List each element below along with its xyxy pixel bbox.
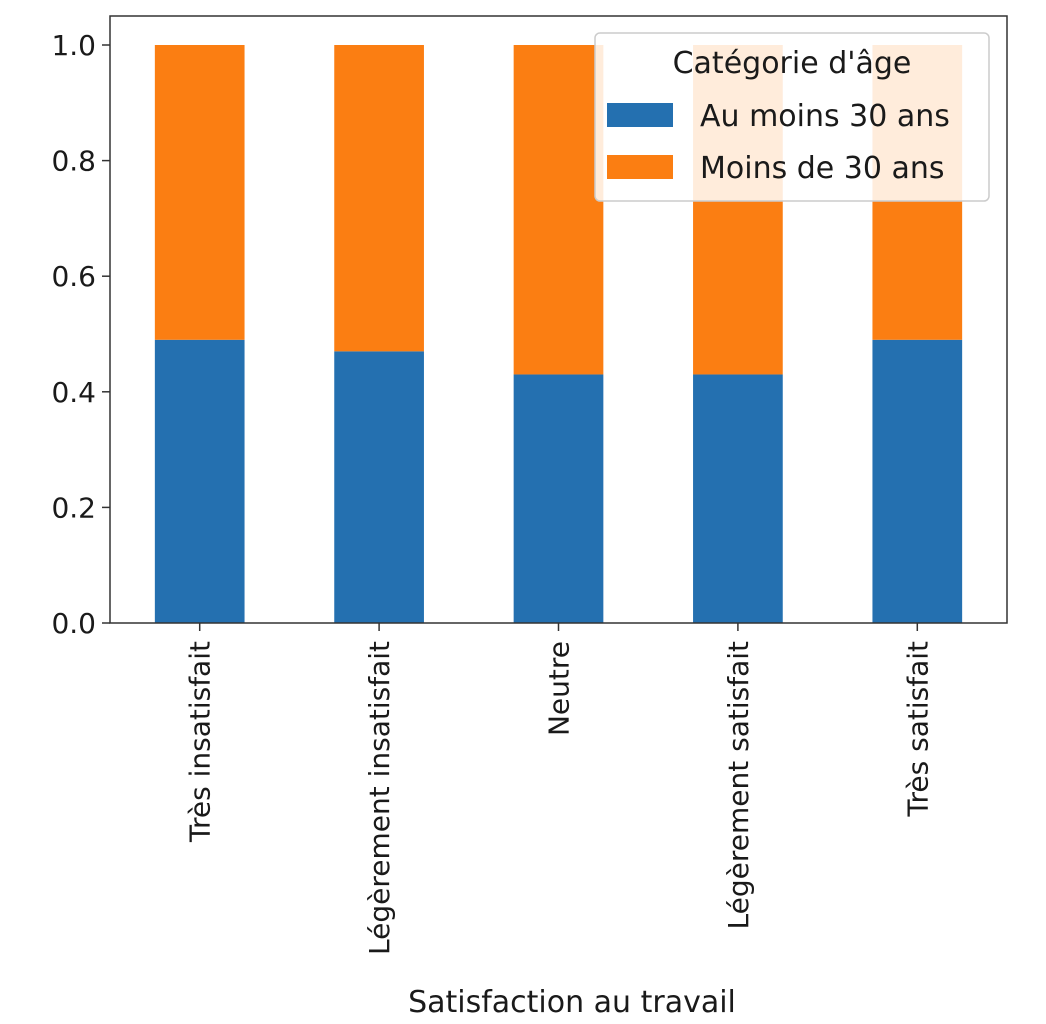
legend: Catégorie d'âge Au moins 30 ans Moins de… [594,32,990,202]
bar-series-0-cat-4 [872,339,963,623]
y-tick-label: 0.4 [51,376,96,409]
legend-label-series-1: Moins de 30 ans [700,151,945,186]
y-axis: 0.0 0.2 0.4 0.6 0.8 1.0 [51,29,110,640]
legend-box [594,32,990,202]
bar-series-1-cat-1 [334,45,424,352]
y-tick-label: 0.8 [51,145,96,178]
y-tick-label: 0.2 [51,491,96,524]
bar-series-0-cat-3 [693,374,783,623]
x-tick-label: Neutre [543,641,576,736]
bar-series-0-cat-2 [513,374,604,623]
y-tick-label: 0.6 [51,260,96,293]
x-tick-label: Très satisfait [901,641,934,817]
bar-series-0-cat-0 [154,339,245,623]
bar-series-1-cat-0 [154,45,245,340]
y-tick-label: 0.0 [51,607,96,640]
bars-layer [154,45,963,623]
legend-swatch-series-1 [607,155,673,179]
x-tick-label: Légèrement insatisfait [363,641,396,955]
legend-swatch-series-0 [607,103,673,127]
x-tick-label: Très insatisfait [184,641,217,843]
legend-label-series-0: Au moins 30 ans [700,99,950,134]
bar-series-1-cat-2 [513,45,604,375]
y-tick-label: 1.0 [51,29,96,62]
x-axis-title: Satisfaction au travail [408,985,736,1020]
legend-title: Catégorie d'âge [673,46,912,81]
bar-series-0-cat-1 [334,351,424,623]
x-axis: Très insatisfait Légèrement insatisfait Ne… [184,623,934,955]
x-tick-label: Légèrement satisfait [722,641,755,929]
